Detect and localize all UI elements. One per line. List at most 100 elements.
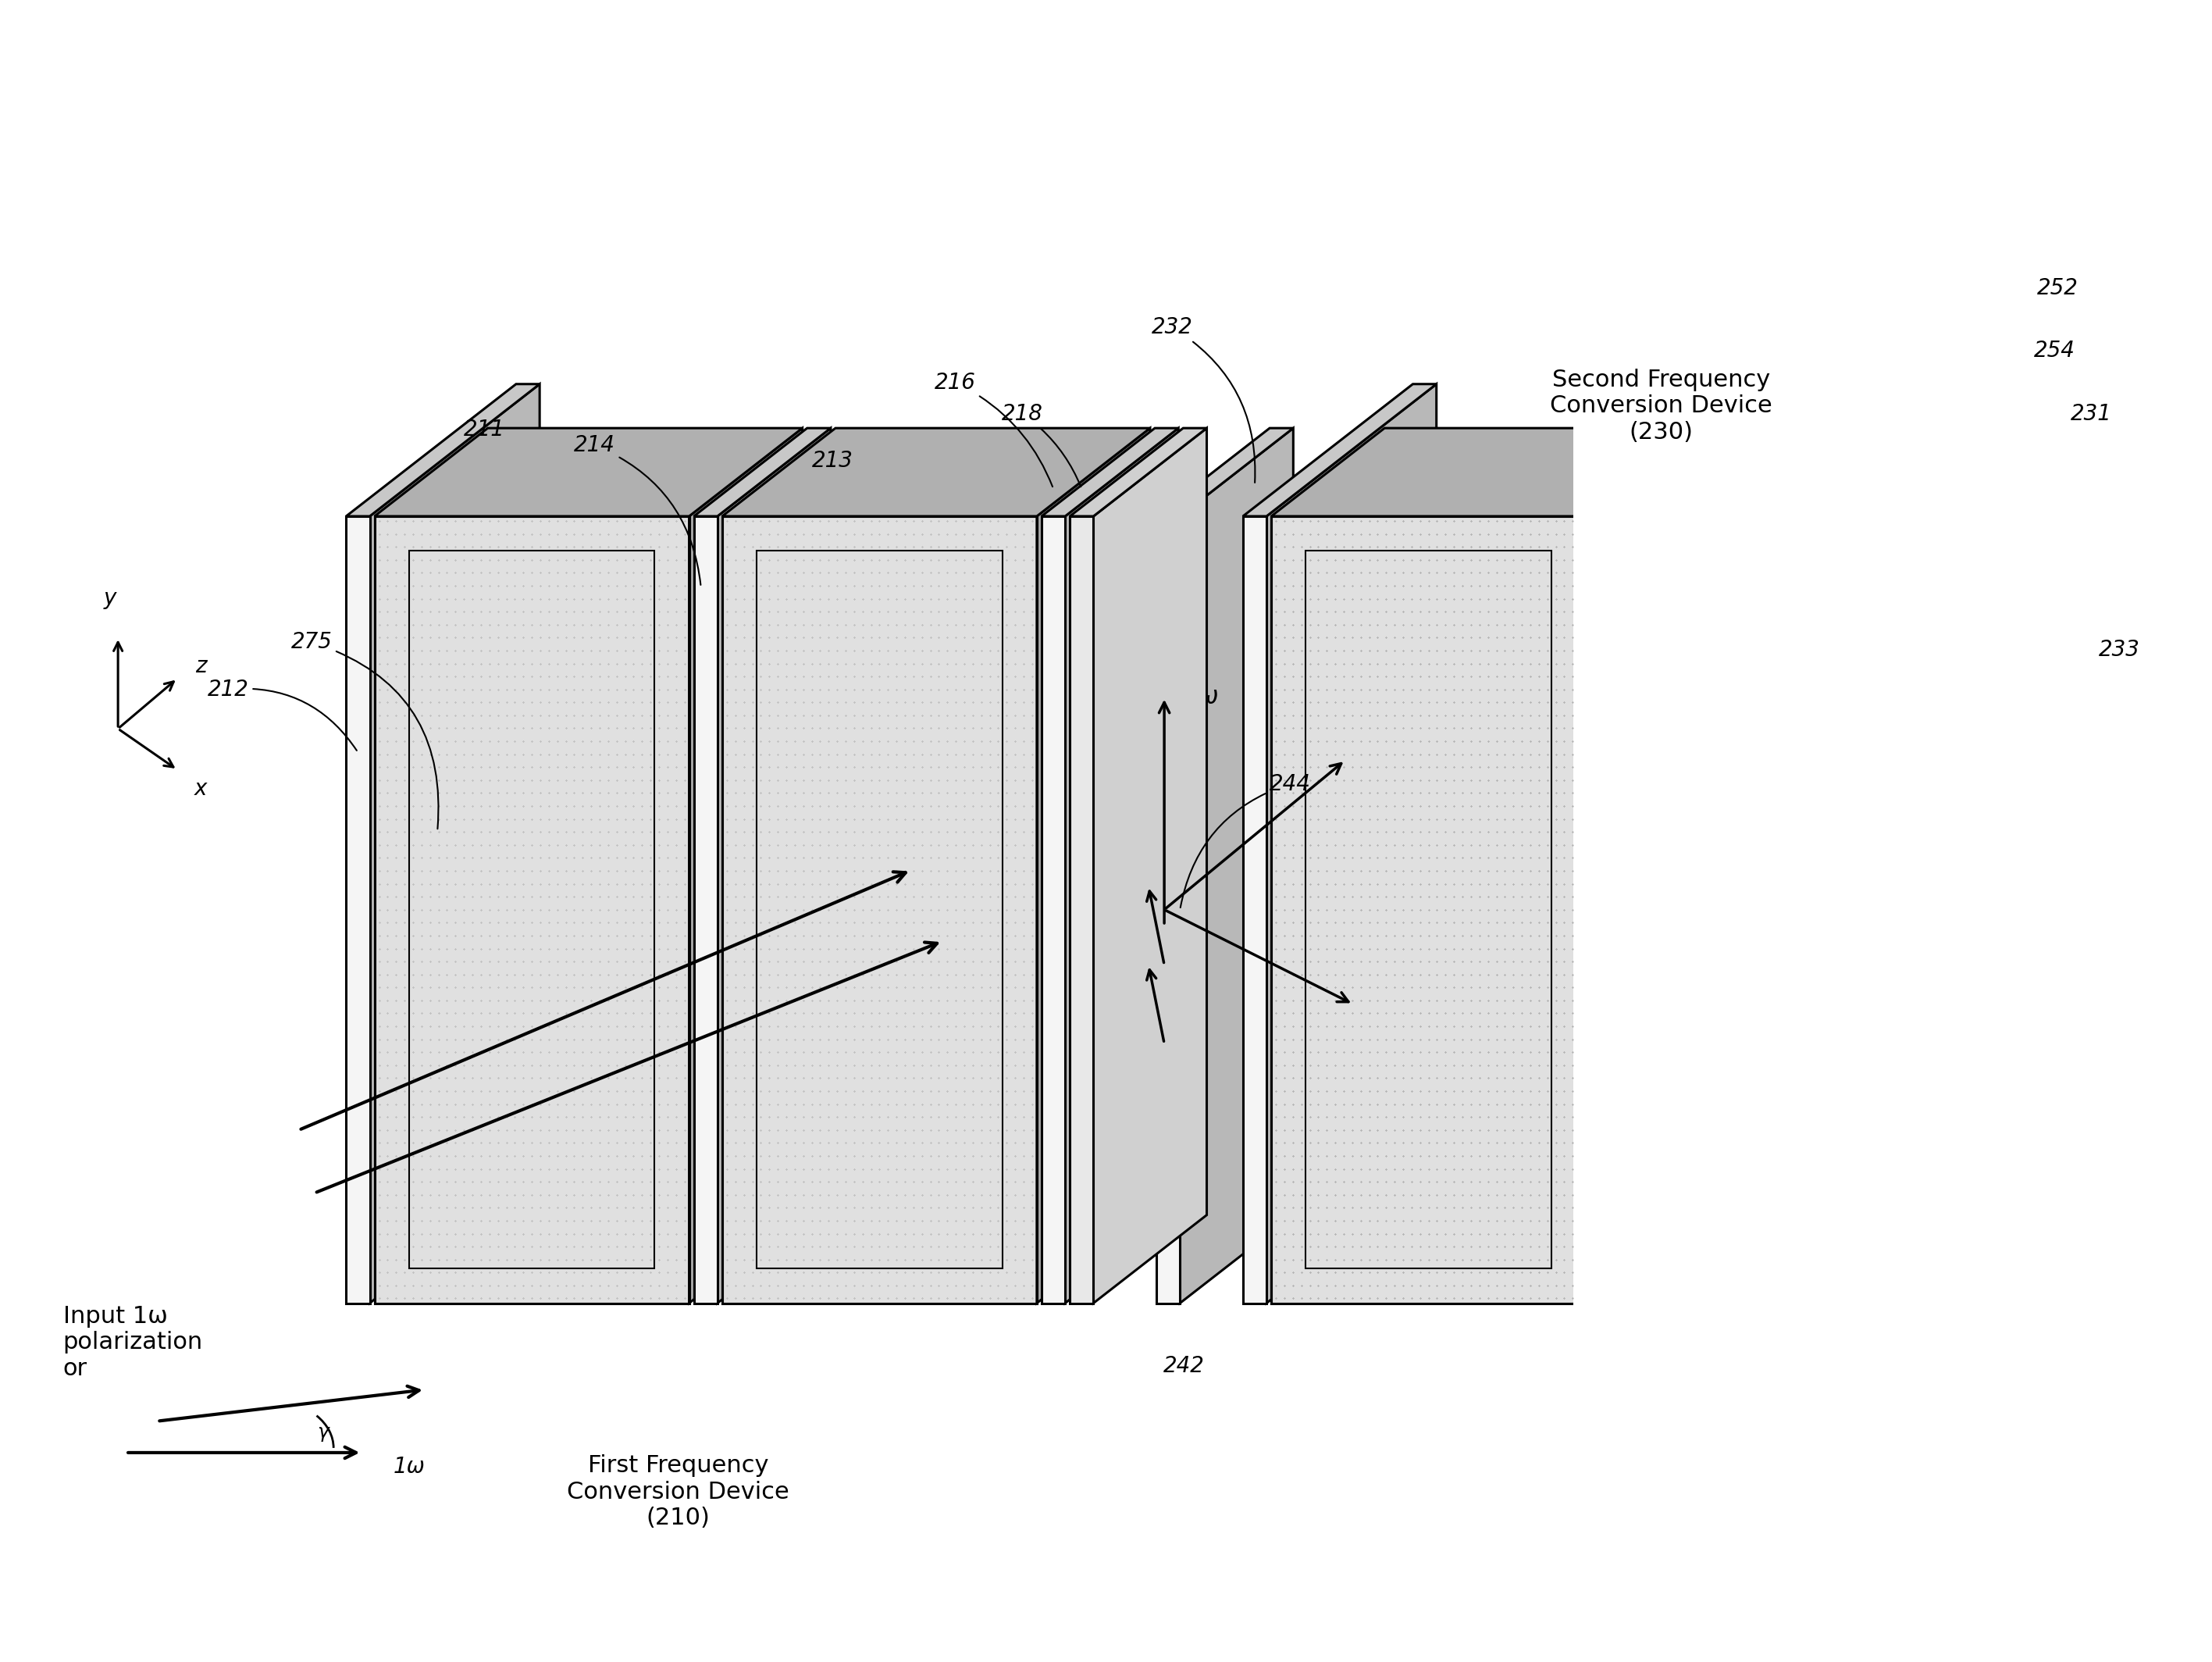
Point [812, 987, 847, 1014]
Point [429, 949, 465, 976]
Point [1513, 1039, 1548, 1065]
Point [1385, 1117, 1420, 1143]
Point [573, 625, 608, 652]
Point [1411, 1207, 1447, 1233]
Point [411, 1220, 447, 1246]
Point [591, 637, 626, 663]
Point [878, 1195, 914, 1222]
Point [1871, 715, 1907, 741]
Point [1913, 844, 1949, 871]
Point [1803, 1182, 1838, 1208]
Point [1829, 974, 1865, 1001]
Point [1736, 1025, 1772, 1052]
Point [471, 1220, 507, 1246]
Point [956, 819, 991, 846]
Point [557, 741, 593, 768]
Point [869, 1220, 905, 1246]
Point [845, 637, 880, 663]
Point [420, 755, 456, 781]
Point [1677, 1285, 1712, 1311]
Point [776, 1104, 812, 1130]
Point [1940, 598, 1975, 625]
Point [1462, 560, 1498, 587]
Point [447, 715, 482, 741]
Point [768, 1168, 803, 1195]
Point [998, 936, 1033, 962]
Point [905, 858, 940, 884]
Point [1343, 858, 1378, 884]
Point [522, 1246, 557, 1273]
Point [905, 922, 940, 949]
Point [1863, 1014, 1898, 1040]
Point [761, 1014, 796, 1040]
Point [1659, 1039, 1694, 1065]
Point [971, 961, 1006, 987]
Point [1334, 1130, 1369, 1157]
Point [980, 871, 1015, 897]
Point [1796, 1246, 1832, 1273]
Point [1905, 936, 1940, 962]
Point [582, 961, 617, 987]
Point [752, 676, 787, 703]
Point [956, 922, 991, 949]
Point [964, 871, 1000, 897]
Point [1863, 1260, 1898, 1286]
Point [1668, 1260, 1703, 1286]
Point [1770, 625, 1805, 652]
Point [1889, 612, 1924, 638]
Point [1462, 534, 1498, 560]
Point [1334, 884, 1369, 911]
Point [1931, 806, 1966, 833]
Point [507, 1130, 542, 1157]
Point [1829, 806, 1865, 833]
Point [827, 896, 863, 922]
Point [1745, 690, 1781, 716]
Point [1803, 1207, 1838, 1233]
Point [1394, 755, 1429, 781]
Point [420, 1014, 456, 1040]
Point [1913, 1155, 1949, 1182]
Point [396, 625, 431, 652]
Point [1635, 1090, 1670, 1117]
Point [938, 560, 973, 587]
Point [768, 507, 803, 534]
Point [1495, 676, 1531, 703]
Point [998, 676, 1033, 703]
Point [1880, 806, 1916, 833]
Point [1736, 1182, 1772, 1208]
Point [1677, 1207, 1712, 1233]
Point [964, 793, 1000, 819]
Point [1812, 949, 1847, 976]
Point [1677, 1065, 1712, 1092]
Point [549, 1195, 584, 1222]
Point [964, 547, 1000, 573]
Point [980, 896, 1015, 922]
Point [396, 755, 431, 781]
Point [641, 1155, 677, 1182]
Point [1453, 844, 1489, 871]
Point [845, 1220, 880, 1246]
Point [1922, 1142, 1958, 1168]
Point [1659, 663, 1694, 690]
Point [1668, 547, 1703, 573]
Point [1922, 884, 1958, 911]
Point [1537, 961, 1573, 987]
Point [624, 1260, 659, 1286]
Point [549, 922, 584, 949]
Point [768, 560, 803, 587]
Point [1283, 572, 1318, 598]
Point [896, 728, 931, 755]
Point [420, 507, 456, 534]
Point [1555, 1090, 1590, 1117]
Point [1513, 520, 1548, 547]
Point [1736, 663, 1772, 690]
Point [1898, 728, 1933, 755]
Point [1015, 858, 1051, 884]
Point [1905, 1077, 1940, 1104]
Point [1402, 1001, 1438, 1027]
Point [1478, 779, 1513, 806]
Point [1719, 1220, 1754, 1246]
Point [650, 520, 686, 547]
Point [1486, 1233, 1522, 1260]
Point [666, 831, 701, 858]
